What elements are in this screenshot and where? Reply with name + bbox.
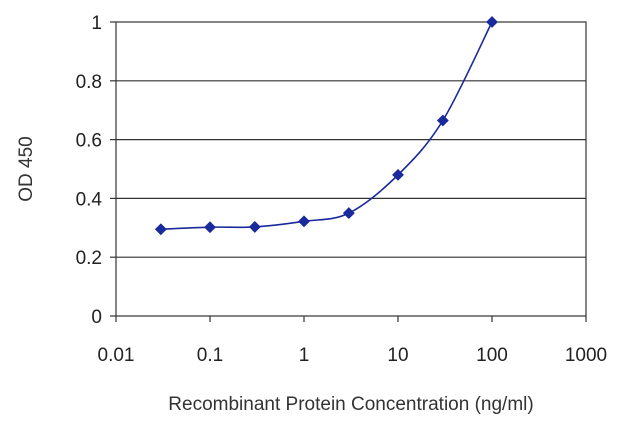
data-point-marker	[204, 221, 216, 234]
x-tick-label: 1000	[565, 345, 607, 366]
y-tick-label: 0.2	[76, 248, 102, 269]
x-tick-label: 1	[299, 345, 310, 366]
data-point-marker	[248, 220, 261, 233]
data-point-marker	[392, 168, 404, 181]
data-point-marker	[486, 16, 498, 28]
grid-lines	[116, 80, 586, 258]
y-tick-label: 0	[91, 307, 102, 328]
x-tick-label: 10	[387, 345, 408, 366]
axis-ticks	[110, 21, 587, 322]
x-tick-label: 0.1	[197, 345, 223, 366]
x-tick-label: 0.01	[98, 345, 135, 366]
y-tick-label: 0.4	[76, 189, 103, 210]
data-point-marker	[298, 215, 310, 228]
y-tick-label: 0.6	[76, 131, 102, 152]
data-point-marker	[342, 207, 355, 220]
x-tick-label: 100	[476, 345, 508, 366]
x-axis-tick-labels: 0.01 0.1 1 10 100 1000	[98, 345, 608, 366]
data-point-marker	[154, 223, 167, 236]
data-point-marker	[436, 114, 449, 127]
y-tick-label: 0.8	[76, 72, 102, 93]
x-axis-title: Recombinant Protein Concentration (ng/ml…	[168, 394, 533, 415]
y-axis-title: OD 450	[16, 136, 37, 201]
series-layer	[154, 16, 498, 236]
y-tick-label: 1	[91, 13, 102, 34]
plot-area	[115, 21, 587, 317]
y-axis-tick-labels: 0 0.2 0.4 0.6 0.8 1	[76, 13, 103, 328]
